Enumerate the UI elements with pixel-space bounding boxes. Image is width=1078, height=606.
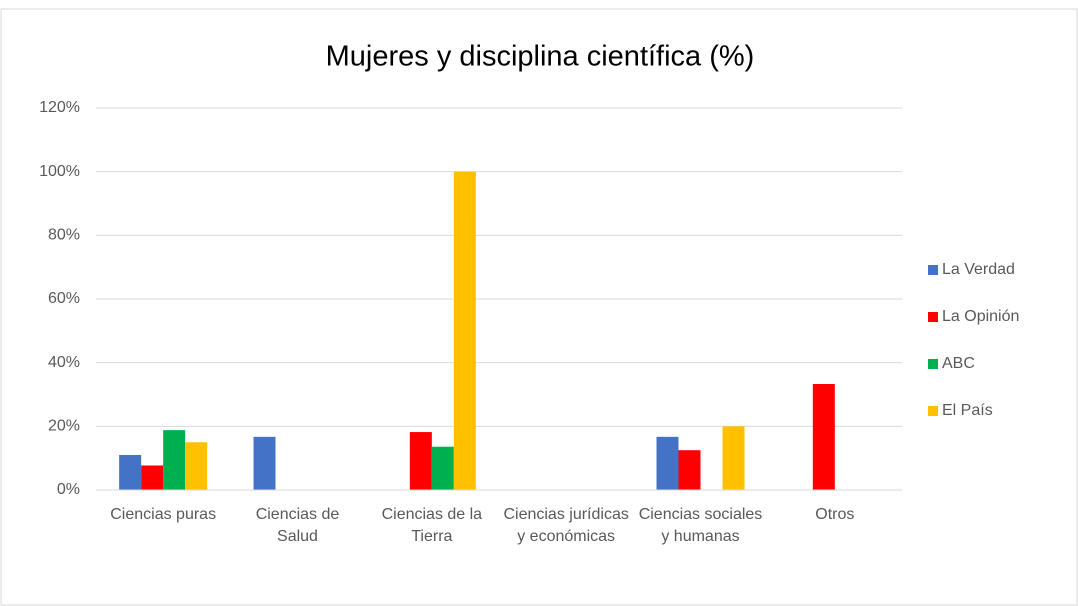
bar — [656, 436, 679, 490]
legend-swatch — [928, 406, 938, 416]
y-tick-label: 80% — [48, 227, 80, 244]
x-tick-label: Otros — [815, 506, 855, 523]
legend-swatch — [928, 312, 938, 322]
bar — [812, 383, 835, 490]
legend-label: El País — [942, 402, 993, 419]
x-tick-label: Ciencias de la Tierra — [381, 506, 483, 545]
bar — [678, 450, 701, 490]
x-tick-label: Ciencias de Salud — [255, 506, 340, 545]
bar — [119, 454, 142, 490]
legend-label: La Verdad — [942, 261, 1015, 278]
legend-label: ABC — [942, 355, 975, 372]
y-tick-label: 100% — [39, 163, 80, 180]
x-tick-label: Ciencias jurídicas y económicas — [503, 506, 629, 545]
bar — [163, 430, 186, 490]
y-tick-label: 120% — [39, 99, 80, 116]
x-tick-label: Ciencias puras — [110, 506, 217, 523]
chart-title: Mujeres y disciplina científica (%) — [326, 41, 755, 73]
bar — [409, 432, 432, 490]
bar — [185, 442, 208, 490]
bar — [453, 171, 476, 490]
y-tick-label: 40% — [48, 354, 80, 371]
bar — [253, 436, 276, 490]
bar — [141, 465, 164, 490]
y-tick-label: 20% — [48, 418, 80, 435]
legend-swatch — [928, 265, 938, 275]
bar — [431, 446, 454, 490]
x-tick-label: Ciencias sociales y humanas — [638, 506, 763, 545]
legend-swatch — [928, 359, 938, 369]
bar — [722, 426, 745, 490]
y-tick-label: 60% — [48, 290, 80, 307]
y-tick-label: 0% — [57, 481, 80, 498]
legend-label: La Opinión — [942, 308, 1019, 325]
